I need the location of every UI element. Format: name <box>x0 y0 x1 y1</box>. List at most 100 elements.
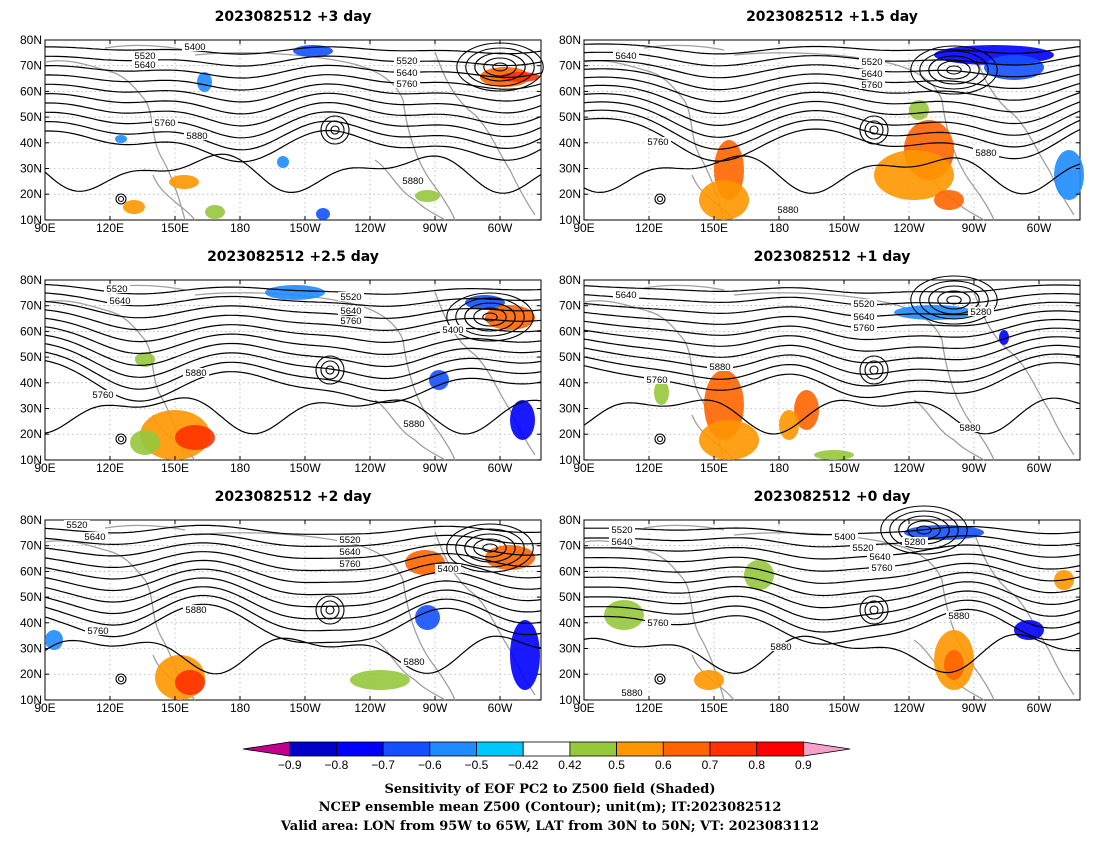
contour-label-bg <box>869 563 895 572</box>
closed-low-contour <box>464 533 516 563</box>
contour-label-bg <box>851 299 877 308</box>
contour-label: 5280 <box>970 307 991 318</box>
coastline <box>643 284 725 291</box>
contour-label: 5880 <box>709 362 730 373</box>
panel-title: 2023082512 +2.5 day <box>207 249 379 265</box>
lon-label: 90W <box>962 701 987 715</box>
sensitivity-blob <box>205 205 225 219</box>
cutoff-low-contour <box>859 115 889 145</box>
colorbar-segment <box>429 741 477 757</box>
contour-label-bg <box>867 552 893 561</box>
contour-label: 5760 <box>647 618 668 629</box>
contour-label-bg <box>851 312 877 321</box>
contour-label: 5880 <box>770 642 791 653</box>
lon-label: 180 <box>769 461 789 475</box>
height-contour <box>583 318 1081 341</box>
contour-label: 5760 <box>92 390 113 401</box>
lat-label: 50N <box>559 590 581 604</box>
colorbar-label: 0.9 <box>795 758 812 772</box>
closed-low-contour <box>473 307 507 327</box>
colorbar-arrow-right <box>803 741 851 757</box>
contour-label-bg <box>184 131 210 140</box>
cutoff-low-contour <box>315 355 345 385</box>
sensitivity-blob <box>123 200 145 214</box>
closed-low-contour <box>446 292 534 342</box>
closed-low-contour <box>928 285 980 315</box>
coastline <box>733 52 995 221</box>
contour-label: 5760 <box>647 137 668 148</box>
lon-label: 150W <box>289 701 321 715</box>
colorbar-label: 0.7 <box>702 758 719 772</box>
height-contour <box>44 603 542 644</box>
colorbar-label: −0.5 <box>465 758 489 772</box>
contour-label-bg <box>619 688 645 697</box>
contour-label: 5520 <box>861 57 882 68</box>
cutoff-low-contour <box>869 125 879 135</box>
height-contour <box>583 76 1081 103</box>
lat-label: 50N <box>20 590 42 604</box>
coastline <box>913 399 985 461</box>
colorbar-label: 0.8 <box>748 758 765 772</box>
height-contour <box>44 334 542 368</box>
height-contour <box>583 336 1081 364</box>
sensitivity-blob <box>350 670 410 690</box>
colorbar-label: 0.5 <box>608 758 625 772</box>
lat-label: 30N <box>20 162 42 176</box>
contour-label: 5760 <box>87 626 108 637</box>
height-contour <box>583 284 1081 294</box>
colorbar-segment <box>756 741 804 757</box>
cutoff-low-contour <box>325 120 345 140</box>
contour-label: 5760 <box>340 316 361 327</box>
contour-label: 5640 <box>611 537 632 548</box>
coastline <box>44 60 186 221</box>
sensitivity-blob <box>415 605 440 630</box>
sensitivity-blob <box>934 190 964 210</box>
lon-label: 150W <box>828 221 860 235</box>
contour-label: 5880 <box>975 148 996 159</box>
sensitivity-blob <box>135 352 155 367</box>
height-contour-5880 <box>583 633 1081 675</box>
lon-label: 180 <box>769 701 789 715</box>
height-contour <box>583 51 1081 67</box>
contour-label: 5760 <box>339 559 360 570</box>
coastline <box>434 51 536 216</box>
height-contour <box>44 343 542 380</box>
contour-label: 5400 <box>442 325 463 336</box>
contour-label-bg <box>973 148 999 157</box>
caption-line-2: NCEP ensemble mean Z500 (Contour); unit(… <box>319 800 782 815</box>
lat-label: 70N <box>559 59 581 73</box>
sensitivity-blob <box>794 390 819 430</box>
lon-label: 180 <box>230 701 250 715</box>
height-contour <box>583 535 1081 548</box>
colorbar-arrow-left <box>242 741 291 757</box>
contour-label: 5880 <box>185 605 206 616</box>
coastline <box>194 532 456 701</box>
height-contour <box>584 590 1081 621</box>
lat-label: 30N <box>20 402 42 416</box>
sensitivity-blob <box>874 150 954 200</box>
lat-label: 30N <box>20 642 42 656</box>
lon-label: 120E <box>96 461 124 475</box>
lat-label: 50N <box>559 110 581 124</box>
height-contour <box>584 599 1081 633</box>
contour-label-bg <box>440 325 466 334</box>
height-contour <box>584 553 1081 572</box>
contour-label-bg <box>183 368 209 377</box>
contour-label-bg <box>957 423 983 432</box>
height-contour <box>584 544 1081 560</box>
contour-label: 5880 <box>402 176 423 187</box>
coastline <box>374 159 446 221</box>
contour-label: 5640 <box>615 290 636 301</box>
lat-label: 40N <box>20 136 42 150</box>
height-contour <box>44 586 542 620</box>
contour-label-bg <box>946 611 972 620</box>
height-contour <box>583 301 1081 317</box>
contour-label-bg <box>644 375 670 384</box>
lon-label: 150W <box>289 461 321 475</box>
typhoon-contour-inner <box>656 435 664 443</box>
